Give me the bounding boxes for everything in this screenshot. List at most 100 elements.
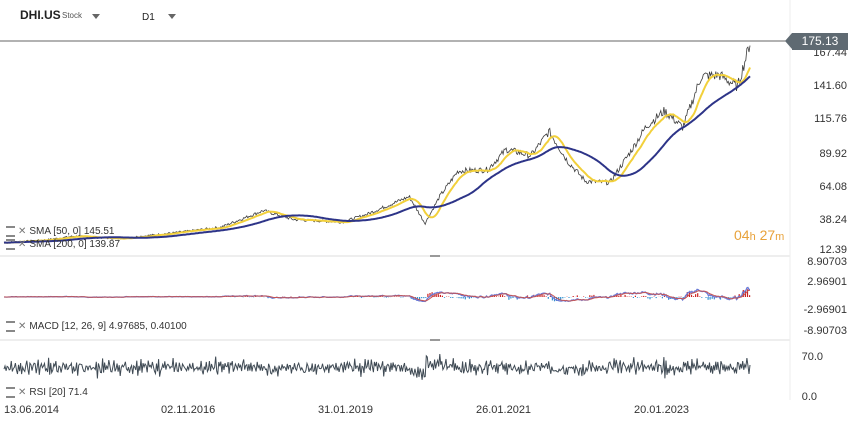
- macd-histogram-bar: [624, 294, 626, 297]
- macd-histogram-bar: [539, 295, 541, 297]
- rsi-line: [3, 353, 751, 380]
- macd-histogram-bar: [373, 297, 375, 298]
- countdown-minutes: 27: [759, 227, 776, 243]
- x-tick-5: 20.01.2023: [634, 404, 690, 416]
- price-tick-5: 64.08: [819, 181, 847, 193]
- macd-histogram-bar: [443, 297, 446, 298]
- timeframe-label[interactable]: D1: [142, 12, 155, 23]
- macd-histogram-bar: [381, 296, 383, 297]
- sma50-label: SMA [50, 0] 145.51: [29, 226, 115, 238]
- macd-histogram-bar: [661, 297, 663, 299]
- macd-histogram-bar: [508, 297, 510, 300]
- macd-histogram-bar: [504, 296, 506, 297]
- macd-histogram-bar: [441, 295, 443, 297]
- macd-histogram-bar: [636, 297, 639, 298]
- macd-histogram-bar: [246, 296, 248, 297]
- macd-histogram-bar: [746, 289, 749, 297]
- macd-histogram-bar: [649, 297, 651, 300]
- timeframe-dropdown-chevron-icon[interactable]: [168, 14, 176, 19]
- macd-histogram-bar: [356, 296, 358, 297]
- close-icon: ✕: [18, 321, 27, 333]
- macd-histogram-bar: [427, 293, 429, 297]
- macd-histogram-bar: [699, 296, 701, 297]
- macd-histogram-bar: [572, 296, 574, 297]
- macd-histogram-bar: [429, 293, 431, 297]
- macd-histogram-bar: [585, 297, 587, 298]
- macd-histogram-bar: [620, 294, 622, 297]
- macd-histogram-bar: [634, 295, 636, 297]
- indicator-settings-icon: [6, 239, 15, 250]
- macd-histogram-bar: [705, 297, 707, 298]
- macd-histogram-bar: [493, 295, 495, 297]
- pane-resize-handle: [430, 255, 440, 257]
- sma50-line: [3, 67, 751, 244]
- macd-histogram-bar: [547, 297, 549, 299]
- price-tick-1: 167.44: [813, 47, 847, 59]
- macd-histogram-bar: [738, 294, 740, 297]
- countdown-minutes-unit: m: [775, 231, 785, 243]
- last-price-badge: 175.13: [785, 33, 848, 50]
- macd-histogram-bar: [742, 290, 744, 297]
- macd-histogram-bar: [290, 296, 292, 297]
- macd-histogram-bar: [510, 297, 512, 299]
- macd-histogram-bar: [643, 295, 645, 297]
- macd-histogram-bar: [647, 297, 649, 299]
- rsi-tick-1: 70.0: [801, 351, 823, 363]
- symbol-type: Stock: [62, 11, 83, 20]
- macd-legend[interactable]: ✕ MACD [12, 26, 9] 4.97685, 0.40100: [6, 321, 187, 332]
- macd-histogram-bar: [450, 297, 452, 298]
- macd-histogram-bar: [655, 297, 657, 299]
- macd-histogram-bar: [267, 297, 269, 299]
- macd-histogram-bar: [711, 297, 713, 299]
- macd-histogram-bar: [707, 297, 709, 300]
- price-tick-6: 38.24: [819, 214, 847, 226]
- sma50-legend[interactable]: ✕ SMA [50, 0] 145.51: [6, 226, 114, 237]
- macd-histogram-bar: [419, 297, 421, 300]
- macd-histogram-bar: [651, 297, 653, 298]
- sma200-legend[interactable]: ✕ SMA [200, 0] 139.87: [6, 239, 120, 250]
- symbol-dropdown-chevron-icon[interactable]: [92, 14, 100, 19]
- macd-histogram-bar: [568, 297, 570, 298]
- macd-histogram-bar: [632, 297, 634, 298]
- macd-histogram-bar: [549, 296, 551, 297]
- indicator-settings-icon: [6, 226, 15, 237]
- macd-histogram-bar: [576, 295, 578, 297]
- price-tick-3: 115.76: [814, 113, 847, 125]
- symbol-label[interactable]: DHI.US: [20, 8, 61, 22]
- macd-histogram-bar: [458, 297, 460, 299]
- macd-histogram-bar: [416, 297, 419, 300]
- rsi-label: RSI [20] 71.4: [29, 387, 88, 399]
- macd-histogram-bar: [701, 297, 703, 298]
- pane-resize-handle: [430, 339, 440, 341]
- x-tick-3: 31.01.2019: [318, 404, 374, 416]
- x-tick-1: 13.06.2014: [4, 404, 60, 416]
- macd-histogram-bar: [591, 295, 593, 297]
- indicator-settings-icon: [6, 321, 15, 332]
- sma200-line: [3, 75, 751, 244]
- x-tick-2: 02.11.2016: [161, 404, 216, 416]
- macd-histogram-bar: [468, 297, 470, 299]
- rsi-tick-2: 0.0: [801, 391, 817, 403]
- macd-histogram-bar: [460, 297, 462, 299]
- macd-histogram-bar: [421, 297, 423, 299]
- macd-histogram-bar: [551, 297, 553, 301]
- macd-histogram-bar: [676, 297, 678, 299]
- macd-tick-4: -8.90703: [803, 325, 847, 337]
- macd-tick-1: 8.90703: [807, 256, 847, 268]
- macd-histogram-bar: [464, 297, 466, 300]
- macd-histogram-bar: [713, 297, 715, 300]
- macd-histogram-bar: [541, 295, 543, 297]
- sma200-label: SMA [200, 0] 139.87: [29, 239, 121, 251]
- macd-histogram-bar: [398, 296, 400, 297]
- macd-histogram-bar: [435, 293, 437, 297]
- macd-label: MACD [12, 26, 9] 4.97685, 0.40100: [29, 321, 187, 333]
- x-tick-4: 26.01.2021: [476, 404, 532, 416]
- macd-histogram-bar: [543, 295, 545, 297]
- macd-histogram-bar: [589, 295, 591, 297]
- macd-histogram-bar: [425, 297, 427, 298]
- macd-histogram-bar: [734, 295, 736, 297]
- indicator-settings-icon: [6, 387, 15, 398]
- rsi-legend[interactable]: ✕ RSI [20] 71.4: [6, 387, 88, 398]
- macd-histogram-bar: [593, 294, 595, 297]
